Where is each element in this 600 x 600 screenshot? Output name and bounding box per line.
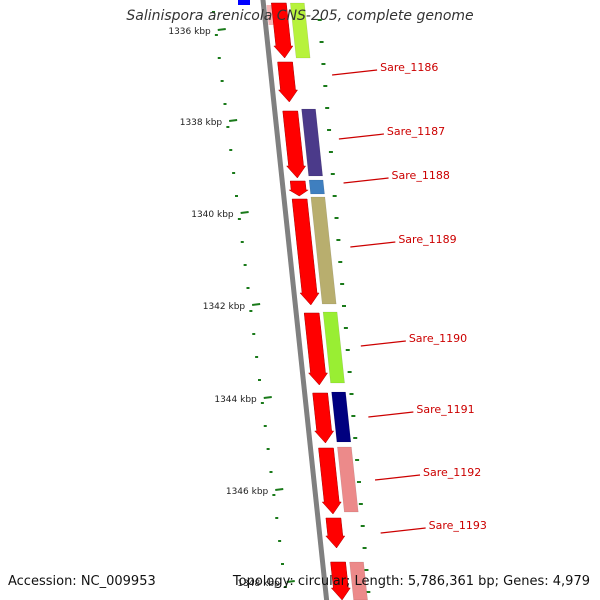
gc-dots: [212, 11, 371, 593]
cog-blocks: [238, 0, 368, 600]
gene-arrow: [325, 517, 346, 549]
kbp-tick-label: 1338 kbp: [180, 118, 223, 128]
gene-arrows: [271, 2, 351, 600]
kbp-tick-label: 1348 kbp: [237, 579, 280, 589]
gene-label: Sare_1190: [409, 332, 467, 345]
kbp-tick-label: 1346 kbp: [226, 487, 269, 497]
gene-label: Sare_1189: [398, 233, 456, 246]
gene-label: Sare_1188: [392, 169, 450, 182]
kbp-tick-mark: [217, 28, 226, 31]
label-leader: [338, 133, 384, 140]
kbp-tick-mark: [240, 211, 249, 214]
gene-label: Sare_1187: [387, 125, 445, 138]
kbp-tick-mark: [263, 396, 272, 399]
gene-label: Sare_1193: [429, 519, 487, 532]
cog-block: [310, 196, 337, 305]
gene-label: Sare_1186: [380, 61, 438, 74]
cog-block: [308, 179, 325, 195]
accession-text: Accession: NC_009953: [8, 574, 156, 589]
topology-text: Topology: circular; Length: 5,786,361 bp…: [232, 574, 590, 589]
gene-arrow: [277, 61, 299, 103]
kbp-tick-label: 1342 kbp: [203, 302, 246, 312]
cog-block: [301, 108, 323, 177]
genome-backbone: [260, 0, 330, 600]
gene-arrow: [271, 2, 294, 59]
label-leader: [350, 241, 396, 248]
kbp-tick-mark: [252, 303, 261, 306]
kbp-tick-mark: [275, 488, 284, 491]
gene-label: Sare_1191: [416, 403, 474, 416]
label-leader: [368, 411, 414, 418]
label-leader: [374, 474, 421, 481]
cog-block: [337, 446, 359, 513]
gene-arrow: [288, 180, 309, 197]
kbp-tick-mark: [229, 119, 238, 122]
label-leader: [343, 177, 389, 184]
label-leader: [380, 527, 426, 534]
kbp-tick-label: 1344 kbp: [214, 395, 257, 405]
kbp-tick-label: 1336 kbp: [168, 27, 211, 37]
cog-block: [322, 311, 345, 384]
map-title: Salinispora arenicola CNS-205, complete …: [126, 8, 474, 24]
gene-arrow: [303, 312, 329, 386]
gene-arrow: [330, 561, 351, 600]
kbp-tick-mark: [286, 580, 295, 583]
cog-block: [290, 2, 311, 59]
cog-block: [238, 0, 250, 5]
gene-label: Sare_1192: [423, 466, 481, 479]
kbp-tick-label: 1340 kbp: [191, 210, 234, 220]
label-leader: [360, 340, 406, 347]
gene-arrow: [291, 198, 320, 306]
label-leaders: Sare_1186 Sare_1187 Sare_1188 Sare_1189 Sare…: [332, 61, 487, 534]
kbp-ticks: 1336 kbp 1338 kbp 1340 kbp 1342 kbp 1344 kbp…: [168, 27, 295, 589]
label-leader: [332, 69, 378, 76]
cog-block: [331, 391, 352, 443]
cog-block: [349, 561, 368, 600]
gene-arrow: [312, 392, 335, 444]
gene-arrow: [318, 447, 342, 515]
gene-arrow: [282, 110, 307, 179]
